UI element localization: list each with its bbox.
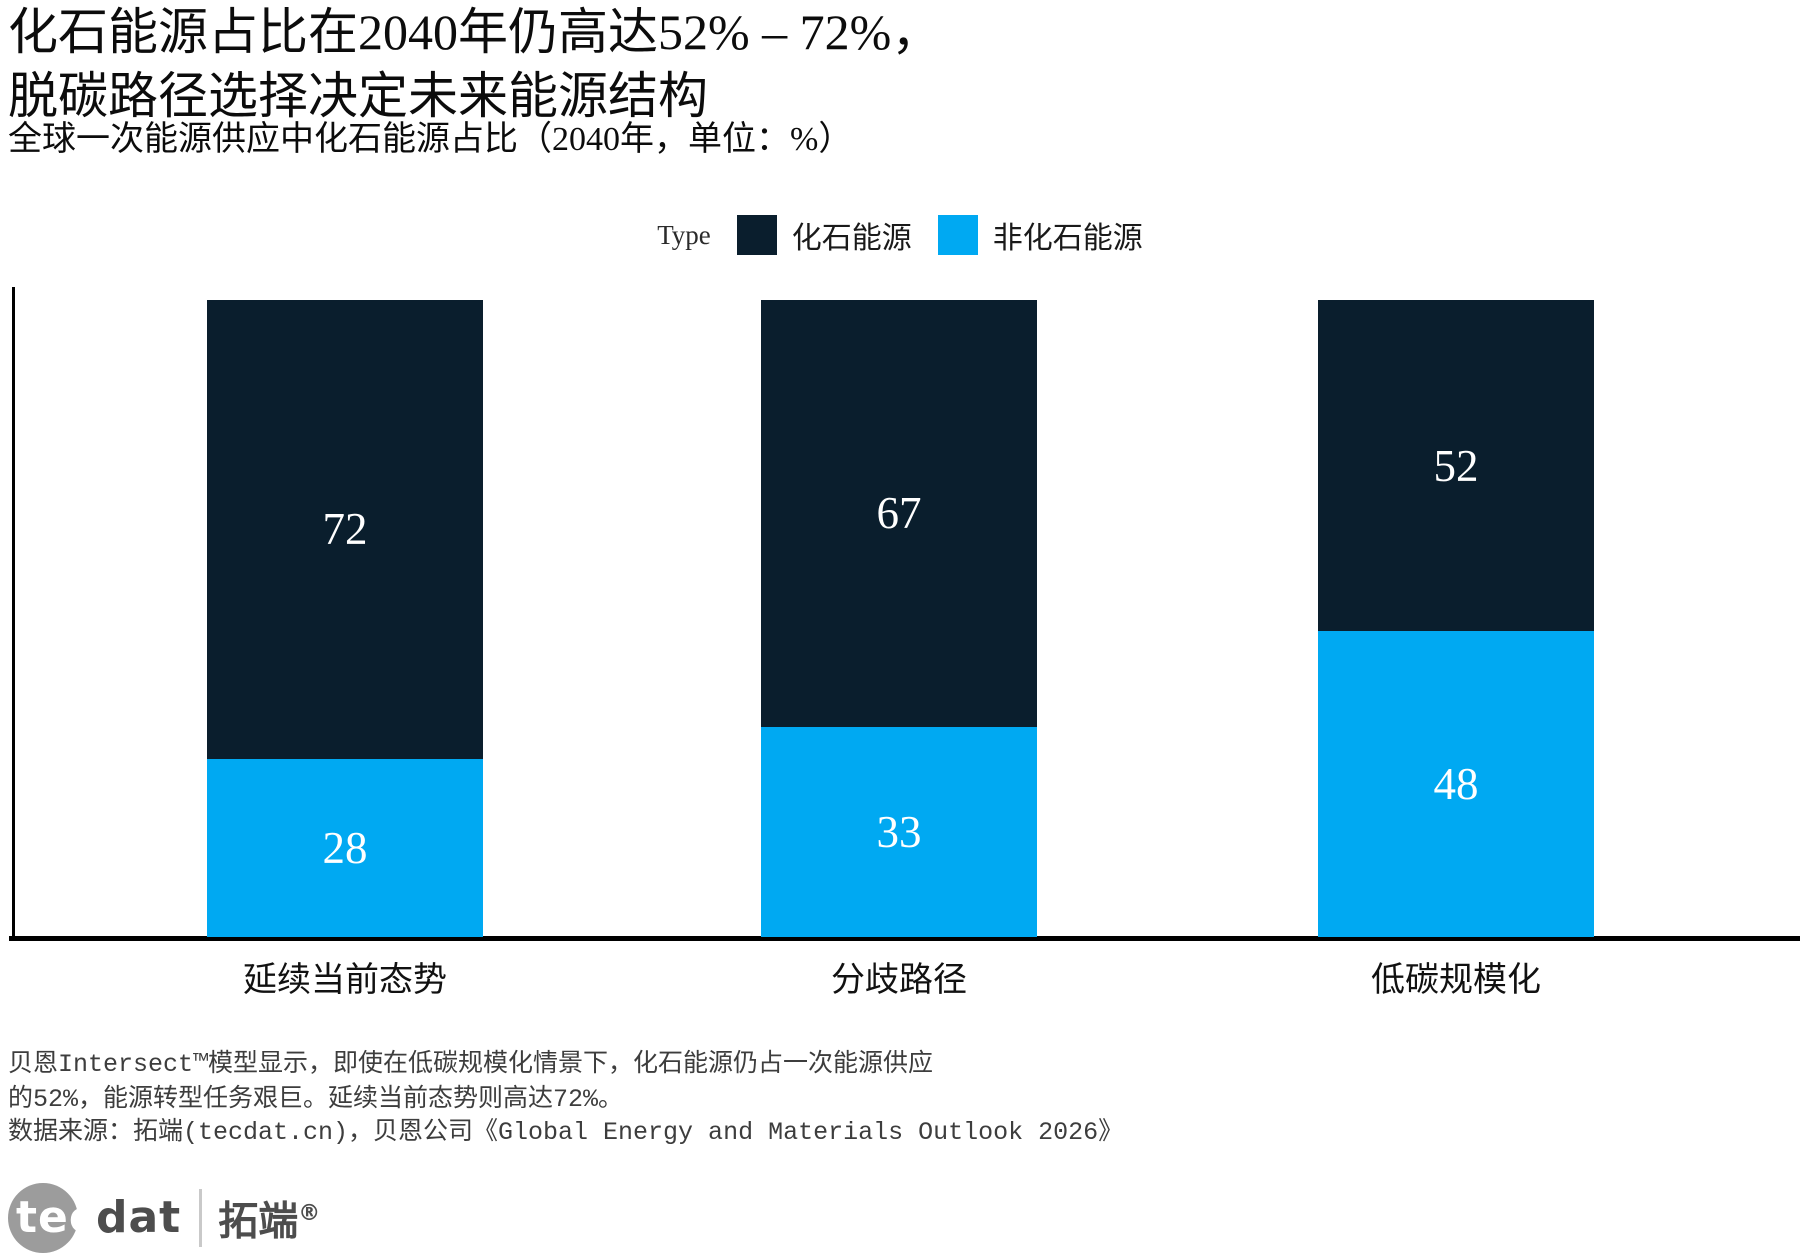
- bar-divergent-path: 67 33: [761, 300, 1037, 937]
- bar-segment-nonfossil: 28: [207, 758, 483, 937]
- chart-subtitle: 全球一次能源供应中化石能源占比（2040年，单位：%）: [8, 121, 853, 158]
- logo-circle-icon: [8, 1183, 78, 1253]
- value-label: 48: [1433, 759, 1479, 810]
- legend: Type 化石能源 非化石能源: [0, 210, 1800, 260]
- bar-segment-nonfossil: 48: [1318, 631, 1594, 937]
- logo-text-tec: tec: [16, 1192, 96, 1243]
- registered-trademark-icon: ®: [298, 1201, 321, 1227]
- legend-item-fossil: 化石能源: [736, 213, 912, 257]
- value-label: 72: [322, 504, 368, 555]
- bar-segment-fossil: 67: [761, 300, 1037, 727]
- x-axis-line: [9, 936, 1800, 941]
- bar-segment-fossil: 72: [207, 300, 483, 759]
- legend-title: Type: [657, 219, 711, 250]
- tecdat-logo: tec dat 拓端®: [8, 1180, 320, 1256]
- category-label-current-trajectory: 延续当前态势: [243, 962, 447, 999]
- legend-swatch-fossil-icon: [736, 215, 777, 255]
- page-title-line1: 化石能源占比在2040年仍高达52% – 72%，: [8, 4, 942, 60]
- data-source-line: 数据来源：拓端(tecdat.cn)，贝恩公司《Global Energy an…: [8, 1118, 1124, 1147]
- bar-current-trajectory: 72 28: [207, 300, 483, 937]
- bar-segment-fossil: 52: [1318, 300, 1594, 632]
- logo-text-cn: 拓端®: [218, 1198, 321, 1245]
- value-label: 67: [876, 488, 922, 539]
- legend-label-fossil: 化石能源: [791, 222, 912, 255]
- legend-label-nonfossil: 非化石能源: [992, 222, 1143, 255]
- bar-low-carbon-scale: 52 48: [1318, 300, 1594, 937]
- footnote-line2: 的52%，能源转型任务艰巨。延续当前态势则高达72%。: [8, 1085, 624, 1114]
- bar-segment-nonfossil: 33: [761, 726, 1037, 937]
- value-label: 28: [322, 822, 368, 873]
- logo-divider: [199, 1189, 203, 1247]
- legend-item-nonfossil: 非化石能源: [937, 213, 1143, 257]
- legend-swatch-nonfossil-icon: [937, 215, 978, 255]
- page-title-line2: 脱碳路径选择决定未来能源结构: [8, 68, 708, 124]
- value-label: 33: [876, 806, 922, 857]
- category-label-low-carbon-scale: 低碳规模化: [1371, 962, 1541, 999]
- logo-text-dat: dat: [95, 1192, 182, 1243]
- value-label: 52: [1433, 440, 1479, 491]
- footnote-line1: 贝恩Intersect™模型显示，即使在低碳规模化情景下，化石能源仍占一次能源供…: [8, 1050, 934, 1079]
- y-axis-line: [12, 287, 15, 940]
- category-label-divergent-path: 分歧路径: [831, 962, 967, 999]
